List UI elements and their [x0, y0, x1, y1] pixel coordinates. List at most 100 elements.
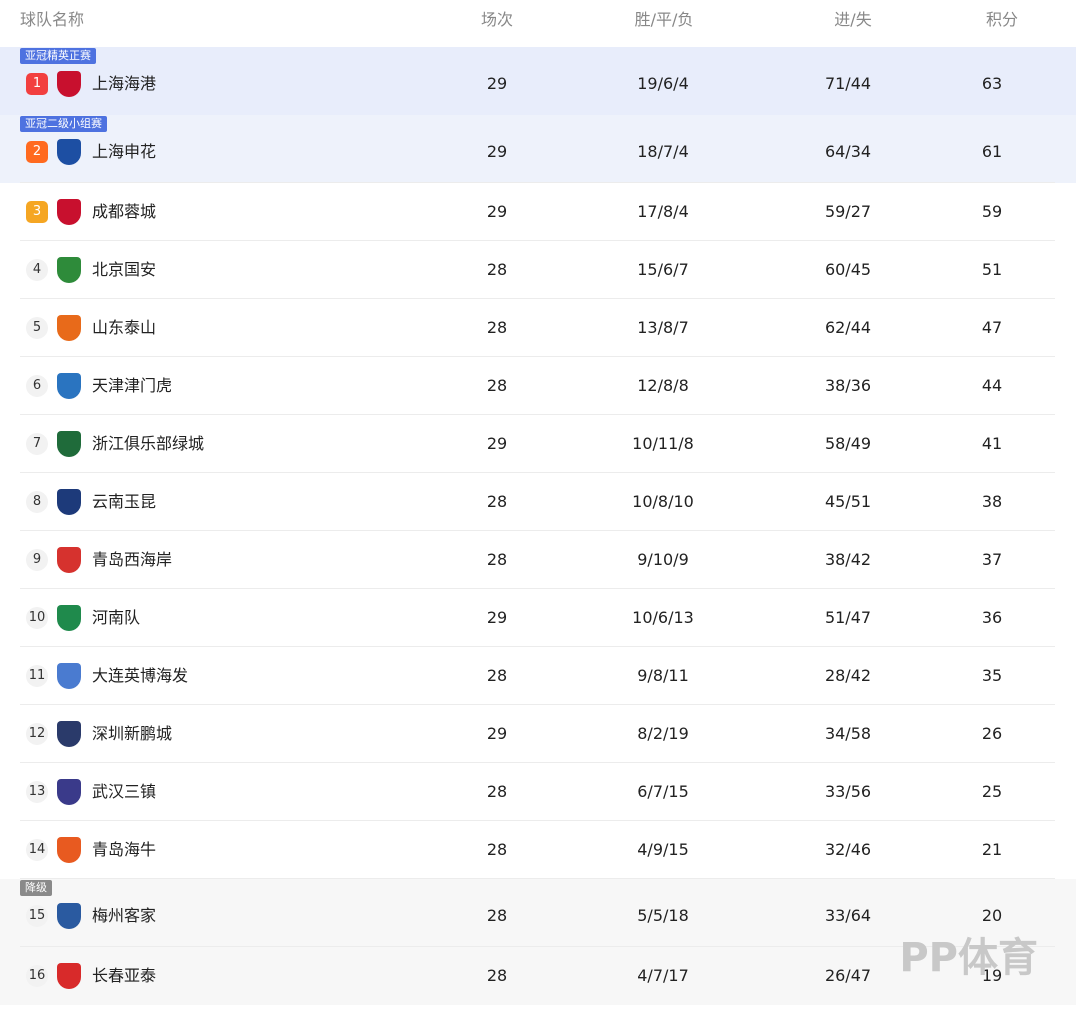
cell-played: 28 [486, 906, 508, 925]
cell-record: 17/8/4 [637, 202, 689, 221]
cell-team: 梅州客家 [92, 906, 157, 925]
cell-goals: 45/51 [824, 492, 872, 511]
team-logo [57, 779, 81, 805]
header-team: 球队名称 [20, 10, 85, 29]
cell-played: 29 [486, 142, 508, 161]
cell-points: 19 [981, 966, 1003, 985]
cell-team: 北京国安 [92, 260, 157, 279]
cell-record: 4/9/15 [637, 840, 689, 859]
row-separator [20, 356, 1055, 357]
cell-played: 28 [486, 550, 508, 569]
rank-badge: 8 [26, 491, 48, 513]
cell-played: 28 [486, 840, 508, 859]
table-row: 4 北京国安 28 15/6/7 60/45 51 [0, 241, 1076, 299]
cell-points: 47 [981, 318, 1003, 337]
rank-badge: 10 [26, 607, 48, 629]
row-separator [20, 588, 1055, 589]
table-row: 16 长春亚泰 28 4/7/17 26/47 19 [0, 947, 1076, 1005]
table-row: 6 天津津门虎 28 12/8/8 38/36 44 [0, 357, 1076, 415]
row-tag: 亚冠精英正赛 [20, 48, 96, 64]
cell-played: 29 [486, 434, 508, 453]
row-separator [20, 472, 1055, 473]
team-logo [57, 373, 81, 399]
cell-record: 8/2/19 [637, 724, 689, 743]
cell-points: 51 [981, 260, 1003, 279]
cell-team: 上海海港 [92, 74, 157, 93]
cell-record: 15/6/7 [637, 260, 689, 279]
cell-played: 28 [486, 260, 508, 279]
row-tag: 降级 [20, 880, 52, 896]
team-logo [57, 663, 81, 689]
cell-points: 26 [981, 724, 1003, 743]
row-separator [20, 414, 1055, 415]
cell-goals: 51/47 [824, 608, 872, 627]
cell-goals: 59/27 [824, 202, 872, 221]
cell-record: 10/6/13 [632, 608, 694, 627]
rank-badge: 13 [26, 781, 48, 803]
team-logo [57, 71, 81, 97]
table-row: 10 河南队 29 10/6/13 51/47 36 [0, 589, 1076, 647]
cell-goals: 58/49 [824, 434, 872, 453]
cell-goals: 28/42 [824, 666, 872, 685]
team-logo [57, 489, 81, 515]
cell-goals: 33/64 [824, 906, 872, 925]
cell-record: 19/6/4 [637, 74, 689, 93]
cell-team: 成都蓉城 [92, 202, 157, 221]
cell-goals: 34/58 [824, 724, 872, 743]
cell-points: 38 [981, 492, 1003, 511]
cell-played: 29 [486, 202, 508, 221]
cell-goals: 26/47 [824, 966, 872, 985]
rank-badge: 15 [26, 905, 48, 927]
row-separator [20, 946, 1055, 947]
team-logo [57, 903, 81, 929]
cell-points: 63 [981, 74, 1003, 93]
table-row: 8 云南玉昆 28 10/8/10 45/51 38 [0, 473, 1076, 531]
rank-badge: 2 [26, 141, 48, 163]
watermark: PP体育 [899, 935, 1038, 981]
row-tag: 亚冠二级小组赛 [20, 116, 107, 132]
cell-team: 山东泰山 [92, 318, 157, 337]
cell-goals: 64/34 [824, 142, 872, 161]
cell-goals: 71/44 [824, 74, 872, 93]
cell-team: 长春亚泰 [92, 966, 157, 985]
cell-goals: 32/46 [824, 840, 872, 859]
table-row: 12 深圳新鹏城 29 8/2/19 34/58 26 [0, 705, 1076, 763]
table-row: 13 武汉三镇 28 6/7/15 33/56 25 [0, 763, 1076, 821]
cell-points: 61 [981, 142, 1003, 161]
row-separator [20, 530, 1055, 531]
row-separator [20, 704, 1055, 705]
rank-badge: 3 [26, 201, 48, 223]
cell-points: 44 [981, 376, 1003, 395]
cell-goals: 33/56 [824, 782, 872, 801]
table-row: 亚冠精英正赛 1 上海海港 29 19/6/4 71/44 63 [0, 47, 1076, 115]
team-logo [57, 139, 81, 165]
team-logo [57, 837, 81, 863]
cell-record: 10/8/10 [632, 492, 694, 511]
team-logo [57, 963, 81, 989]
cell-points: 35 [981, 666, 1003, 685]
row-separator [20, 298, 1055, 299]
cell-record: 12/8/8 [637, 376, 689, 395]
cell-record: 5/5/18 [637, 906, 689, 925]
rank-badge: 4 [26, 259, 48, 281]
row-separator [20, 182, 1055, 183]
cell-team: 武汉三镇 [92, 782, 157, 801]
cell-goals: 62/44 [824, 318, 872, 337]
cell-team: 青岛海牛 [92, 840, 157, 859]
cell-played: 29 [486, 724, 508, 743]
cell-points: 25 [981, 782, 1003, 801]
table-row: 11 大连英博海发 28 9/8/11 28/42 35 [0, 647, 1076, 705]
cell-record: 10/11/8 [632, 434, 694, 453]
cell-goals: 60/45 [824, 260, 872, 279]
cell-team: 大连英博海发 [92, 666, 189, 685]
team-logo [57, 199, 81, 225]
header-points: 积分 [985, 10, 1019, 29]
table-row: 5 山东泰山 28 13/8/7 62/44 47 [0, 299, 1076, 357]
cell-record: 18/7/4 [637, 142, 689, 161]
rank-badge: 16 [26, 965, 48, 987]
cell-points: 36 [981, 608, 1003, 627]
header-record: 胜/平/负 [634, 10, 694, 29]
team-logo [57, 431, 81, 457]
team-logo [57, 315, 81, 341]
cell-team: 青岛西海岸 [92, 550, 173, 569]
